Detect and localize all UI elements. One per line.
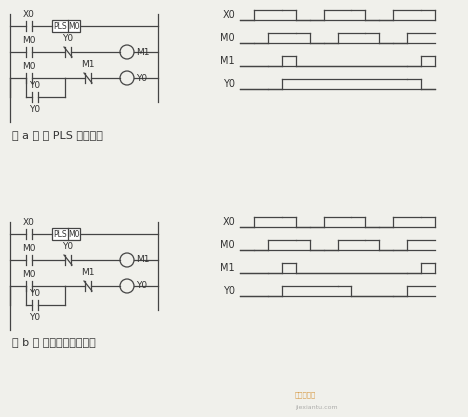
Text: M0: M0: [22, 36, 36, 45]
Text: M0: M0: [68, 22, 80, 30]
Text: Y0: Y0: [29, 105, 41, 114]
Text: Y0: Y0: [29, 313, 41, 322]
Text: M0: M0: [22, 244, 36, 253]
Text: （ a ） 用 PLS 指令实现: （ a ） 用 PLS 指令实现: [12, 130, 103, 140]
Text: M0: M0: [220, 240, 235, 250]
Text: M0: M0: [22, 270, 36, 279]
Text: M1: M1: [136, 48, 149, 56]
Text: M1: M1: [220, 56, 235, 66]
Text: Y0: Y0: [136, 73, 147, 83]
Text: M1: M1: [81, 268, 95, 277]
Text: M0: M0: [22, 62, 36, 71]
FancyBboxPatch shape: [52, 20, 80, 32]
Text: X0: X0: [23, 218, 35, 227]
Text: （ b ） 用计数器指令实现: （ b ） 用计数器指令实现: [12, 337, 96, 347]
Text: M0: M0: [220, 33, 235, 43]
FancyBboxPatch shape: [52, 228, 80, 240]
Text: PLS: PLS: [53, 22, 67, 30]
Text: Y0: Y0: [29, 81, 41, 90]
Text: M0: M0: [68, 229, 80, 239]
Text: Y0: Y0: [136, 281, 147, 291]
Text: X0: X0: [222, 10, 235, 20]
Text: Y0: Y0: [62, 34, 73, 43]
Text: M1: M1: [81, 60, 95, 69]
Text: X0: X0: [23, 10, 35, 19]
Text: X0: X0: [222, 217, 235, 227]
Text: Y0: Y0: [223, 286, 235, 296]
Text: PLS: PLS: [53, 229, 67, 239]
Text: Y0: Y0: [62, 242, 73, 251]
Text: M1: M1: [136, 256, 149, 264]
Text: 电子发烧友: 电子发烧友: [295, 392, 316, 398]
Text: Y0: Y0: [223, 79, 235, 89]
Text: Y0: Y0: [29, 289, 41, 298]
Text: jiexiantu.com: jiexiantu.com: [295, 404, 337, 409]
Text: M1: M1: [220, 263, 235, 273]
